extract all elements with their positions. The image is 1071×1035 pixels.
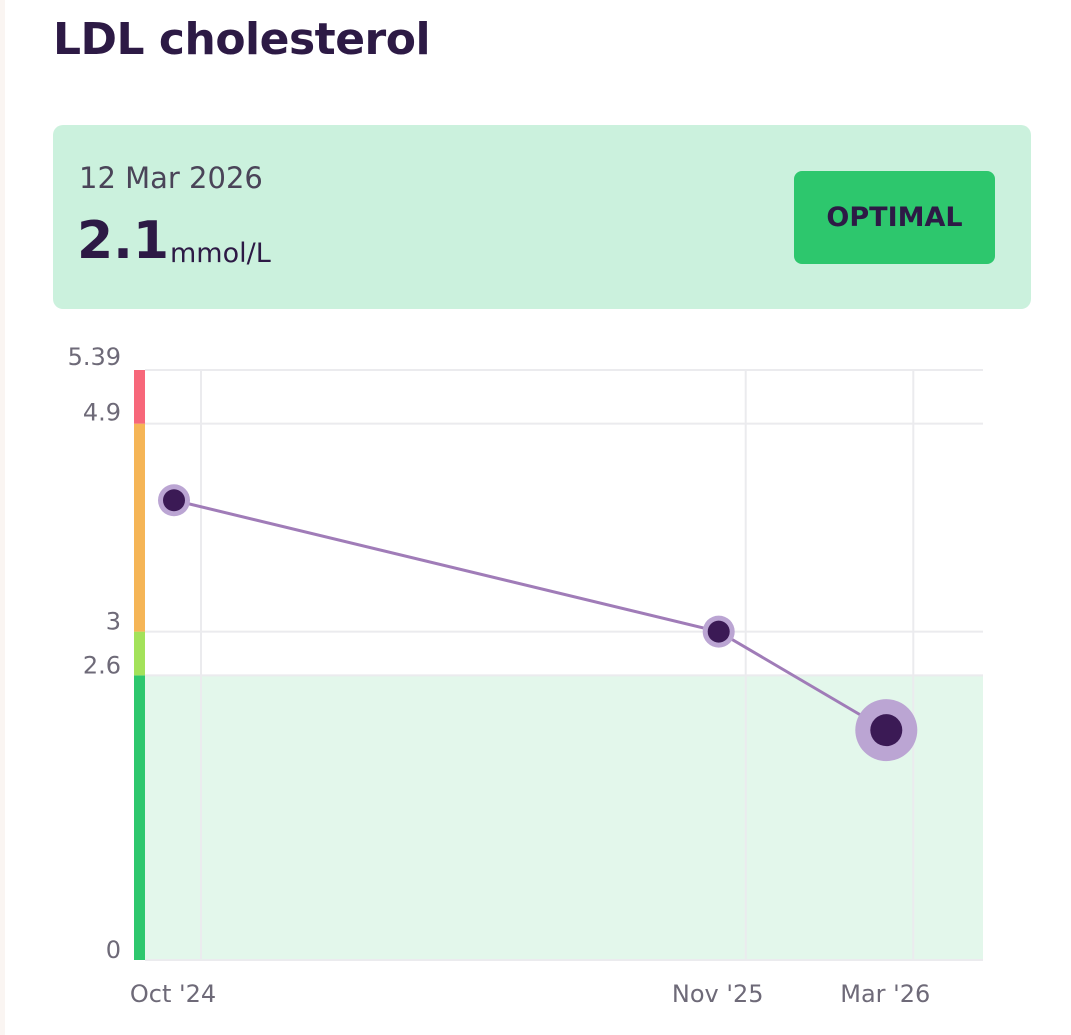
x-tick-label: Oct '24 [130,980,216,1008]
y-tick-label: 4.9 [83,399,121,427]
latest-result-card: 12 Mar 2026 2.1 mmol/L OPTIMAL [53,125,1031,309]
page-title: LDL cholesterol [53,14,431,65]
optimal-band-fill [145,675,983,960]
data-point [163,489,185,512]
left-edge [0,0,5,1035]
x-tick-label: Nov '25 [672,980,764,1008]
data-point [707,620,730,643]
y-tick-label: 3 [106,608,121,636]
range-band-optimal [134,675,145,960]
range-band-near-optimal [134,631,145,676]
latest-date: 12 Mar 2026 [79,161,263,195]
y-tick-label: 0 [106,936,121,964]
latest-unit: mmol/L [170,238,271,269]
x-tick-label: Mar '26 [840,980,930,1008]
range-band-high [134,370,145,424]
y-tick-label: 5.39 [68,343,121,371]
range-band-borderline [134,423,145,632]
status-badge: OPTIMAL [794,171,995,264]
y-tick-label: 2.6 [83,651,121,679]
latest-value: 2.1 [77,211,170,271]
data-point [870,714,903,747]
